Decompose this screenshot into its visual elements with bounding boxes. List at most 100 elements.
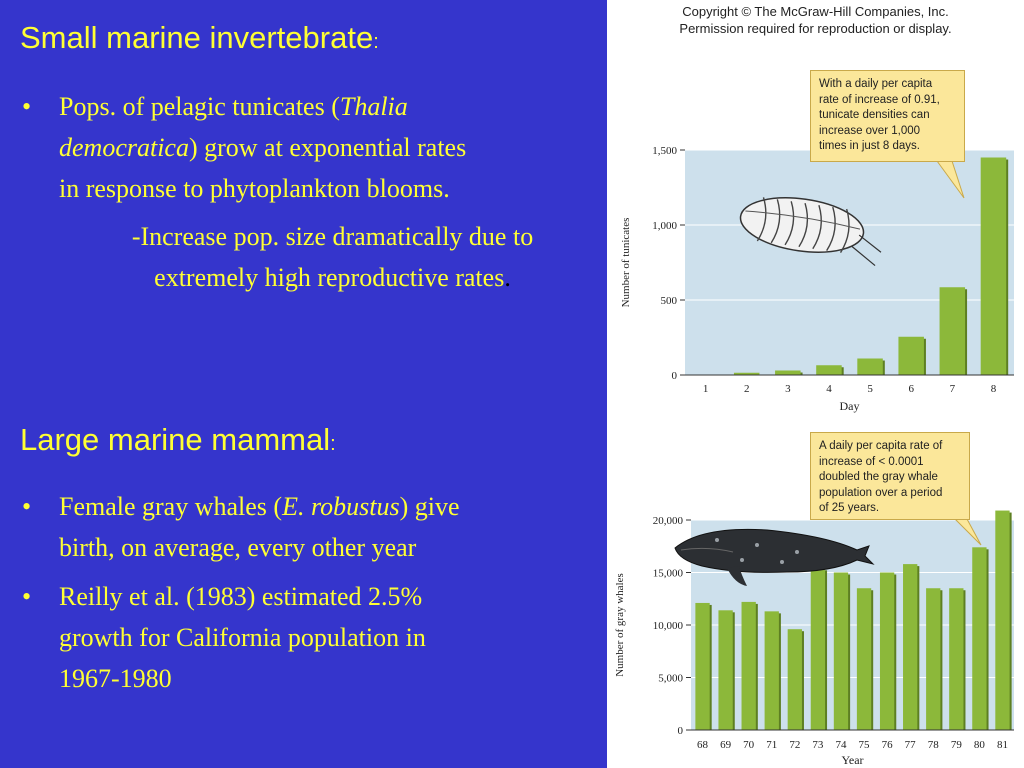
- callout-line: times in just 8 days.: [819, 140, 920, 152]
- whale-bar: [695, 602, 710, 730]
- species-name: democratica: [59, 133, 189, 162]
- whale-y-tick-label: 20,000: [653, 515, 684, 527]
- whale-bar: [764, 611, 779, 730]
- callout-whale: A daily per capita rate of increase of <…: [810, 432, 970, 520]
- bullet-text: Female gray whales (: [59, 492, 283, 521]
- sub-text: extremely high reproductive rates: [154, 263, 505, 292]
- tunicate-y-tick-label: 1,500: [652, 145, 677, 157]
- tunicate-x-tick-label: 3: [785, 383, 791, 395]
- whale-x-tick-label: 81: [997, 739, 1008, 751]
- bullet-text: in response to phytoplankton blooms.: [59, 174, 450, 203]
- callout-line: population over a period: [819, 486, 943, 499]
- whale-spot: [715, 538, 719, 542]
- species-name: Thalia: [339, 92, 408, 121]
- whale-bar: [856, 588, 872, 730]
- tunicate-bar: [898, 336, 924, 375]
- whale-x-tick-label: 69: [720, 739, 732, 751]
- whale-bar: [787, 629, 802, 730]
- bullet-dot: •: [22, 492, 32, 521]
- whale-y-tick-label: 0: [678, 725, 684, 737]
- callout-line: of 25 years.: [819, 502, 880, 514]
- bullet-text: Pops. of pelagic tunicates (: [59, 92, 340, 121]
- tunicate-x-tick-label: 8: [991, 383, 997, 395]
- whale-x-tick-label: 76: [882, 739, 894, 751]
- callout-line: With a daily per capita: [819, 78, 933, 90]
- bullet-text: 1967-1980: [59, 664, 172, 693]
- whale-bar: [833, 572, 849, 730]
- bullet-dot: •: [22, 582, 32, 611]
- tunicate-x-axis-title: Day: [840, 399, 860, 413]
- tunicate-y-tick-label: 0: [672, 370, 678, 382]
- tunicate-x-tick-label: 1: [703, 383, 709, 395]
- sub-dot: .: [504, 263, 511, 292]
- whale-x-tick-label: 70: [743, 739, 755, 751]
- callout-line: doubled the gray whale: [819, 471, 938, 483]
- tunicate-y-tick-label: 500: [661, 295, 678, 307]
- gray-whale-illustration-icon: [674, 528, 875, 586]
- whale-bar: [949, 588, 964, 730]
- whale-x-tick-label: 75: [859, 739, 871, 751]
- whale-y-tick-label: 5,000: [658, 673, 683, 685]
- callout-line: tunicate densities can: [819, 109, 930, 121]
- whale-y-tick-label: 15,000: [653, 568, 684, 580]
- tunicate-muscle-band: [756, 197, 767, 242]
- tunicate-x-tick-label: 6: [908, 383, 914, 395]
- whale-bar: [810, 568, 826, 730]
- whale-mouth-line: [680, 547, 734, 553]
- whale-flipper: [727, 566, 747, 586]
- callout-line: A daily per capita rate of: [819, 440, 943, 452]
- heading-mammal: Large marine mammal:: [20, 422, 336, 457]
- whale-x-tick-label: 79: [951, 739, 963, 751]
- tunicate-x-tick-label: 2: [744, 383, 750, 395]
- whale-x-tick-label: 72: [789, 739, 800, 751]
- whale-bar: [879, 572, 895, 730]
- tunicate-y-axis-title: Number of tunicates: [620, 218, 632, 308]
- tunicate-bar: [939, 287, 966, 375]
- tunicate-bar: [980, 157, 1007, 375]
- species-name: E. robustus: [282, 492, 400, 521]
- copyright-line-2: Permission required for reproduction or …: [679, 21, 952, 36]
- whale-x-tick-label: 78: [928, 739, 940, 751]
- whale-body: [674, 528, 875, 573]
- callout-tunicate: With a daily per capita rate of increase…: [810, 70, 965, 162]
- heading-invertebrate: Small marine invertebrate:: [20, 20, 379, 55]
- tunicate-bar: [857, 358, 883, 375]
- whale-x-tick-label: 71: [766, 739, 777, 751]
- tunicate-muscle-band: [839, 208, 850, 254]
- whale-bar: [926, 588, 941, 730]
- bullet-text: ) grow at exponential rates: [188, 133, 467, 162]
- whale-y-axis-title: Number of gray whales: [614, 573, 626, 677]
- tunicate-x-tick-label: 4: [826, 383, 832, 395]
- sub-point-reproduction: -Increase pop. size dramatically due to …: [60, 216, 605, 298]
- whale-spot: [795, 550, 799, 554]
- tunicate-bar: [775, 370, 801, 375]
- sub-text: -Increase pop. size dramatically due to: [131, 222, 534, 251]
- figure-panel: Copyright © The McGraw-Hill Companies, I…: [607, 0, 1024, 768]
- bullet-text: Reilly et al. (1983) estimated 2.5%: [59, 582, 423, 611]
- tunicate-x-tick-label: 7: [950, 383, 956, 395]
- copyright-line-1: Copyright © The McGraw-Hill Companies, I…: [682, 4, 949, 19]
- tunicate-muscle-band: [812, 204, 822, 250]
- bullet-text: growth for California population in: [59, 623, 426, 652]
- whale-spot: [740, 558, 744, 562]
- bullet-text: ) give: [399, 492, 460, 521]
- whale-x-tick-label: 68: [697, 739, 709, 751]
- tunicate-bar: [816, 365, 842, 375]
- whale-spot: [755, 543, 759, 547]
- whale-y-tick-label: 10,000: [653, 620, 684, 632]
- tunicate-bar: [733, 372, 760, 375]
- tunicate-muscle-band: [798, 203, 809, 248]
- bullet-text: birth, on average, every other year: [59, 533, 417, 562]
- bullet-dot: •: [22, 92, 32, 121]
- text-panel: Small marine invertebrate: • Pops. of pe…: [20, 20, 605, 693]
- whale-bar: [741, 601, 756, 730]
- tunicate-muscle-band: [770, 199, 781, 244]
- tunicate-outline: [745, 210, 861, 230]
- whale-spot: [780, 560, 784, 564]
- whale-bar: [903, 564, 918, 730]
- whale-x-tick-label: 80: [974, 739, 986, 751]
- whale-bar: [995, 510, 1010, 730]
- tunicate-tail: [851, 234, 882, 267]
- tunicate-muscle-band: [826, 206, 836, 252]
